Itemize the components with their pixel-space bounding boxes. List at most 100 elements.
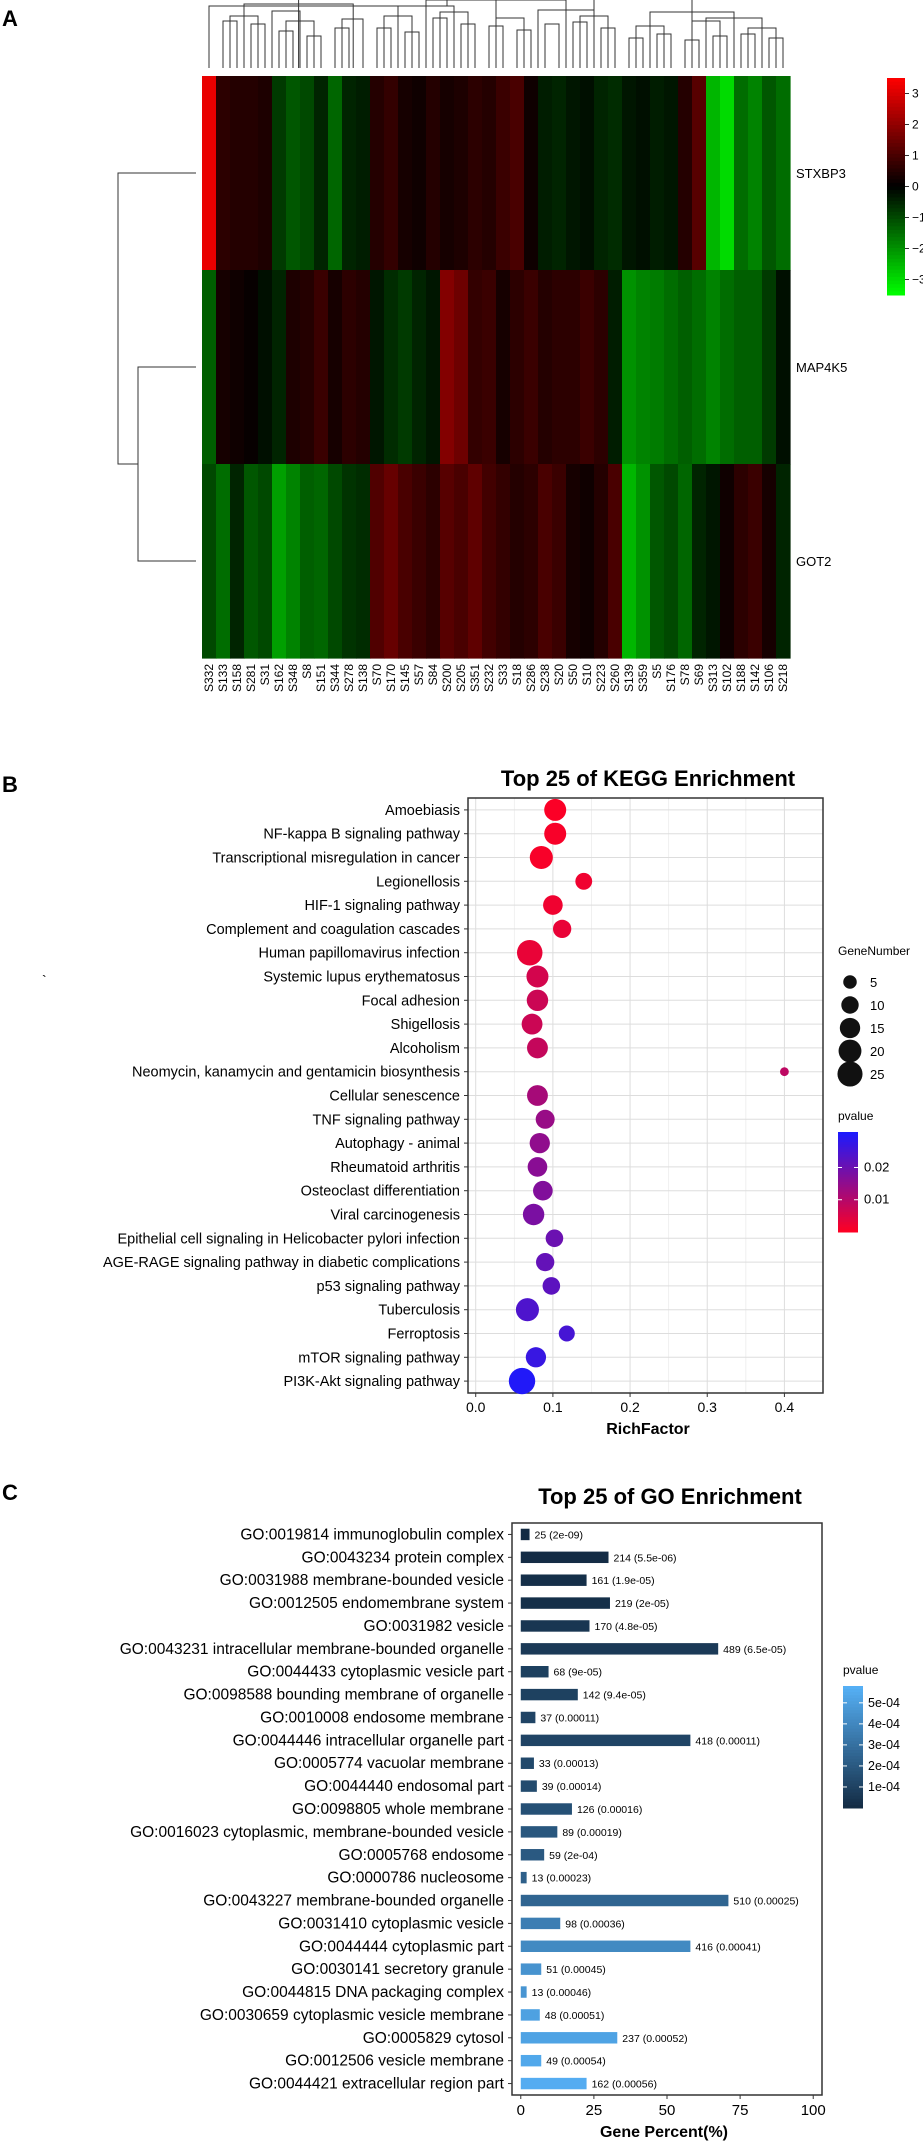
panel-letter-a: A xyxy=(2,6,18,31)
heatmap-cell xyxy=(594,270,609,465)
heatmap-cell xyxy=(720,270,735,465)
kegg-bubble xyxy=(508,1367,536,1395)
kegg-bubble xyxy=(533,1180,553,1201)
heatmap-cell xyxy=(524,76,539,271)
go-pvalue-legend-segment xyxy=(843,1771,863,1775)
heatmap-cell xyxy=(314,76,329,271)
go-bar-label: 214 (5.5e-06) xyxy=(614,1552,677,1564)
go-category-label: GO:0098588 bounding membrane of organell… xyxy=(183,1687,504,1704)
kegg-x-axis-label: RichFactor xyxy=(606,1421,690,1438)
column-label: S200 xyxy=(440,664,454,692)
go-pvalue-legend-segment xyxy=(843,1707,863,1711)
colorbar-segment xyxy=(887,135,905,140)
heatmap-cell xyxy=(370,270,385,465)
column-label: S31 xyxy=(258,664,272,686)
heatmap-cell xyxy=(608,76,623,271)
kegg-category-label: Complement and coagulation cascades xyxy=(206,922,460,938)
colorbar-segment xyxy=(887,215,905,220)
column-label: S18 xyxy=(510,664,524,686)
kegg-category-label: TNF signaling pathway xyxy=(313,1112,461,1128)
go-pvalue-legend-segment xyxy=(843,1750,863,1754)
heatmap-cell xyxy=(384,270,399,465)
colorbar-segment xyxy=(887,161,905,166)
column-label: S176 xyxy=(664,664,678,692)
go-bar xyxy=(520,1551,609,1564)
gene-number-legend-label: 15 xyxy=(870,1021,884,1036)
heatmap-cell xyxy=(230,464,245,659)
column-label: S145 xyxy=(398,664,412,692)
go-bar xyxy=(520,1826,558,1838)
go-bar xyxy=(520,2009,540,2021)
column-label: S151 xyxy=(314,664,328,692)
go-plot-area: 25 (2e-09) 214 (5.5e-06) 161 (1.9e-05) 219 … xyxy=(120,1522,826,2119)
column-label: S133 xyxy=(216,664,230,692)
go-category-label: GO:0005768 endosome xyxy=(339,1847,504,1864)
column-label: S238 xyxy=(538,664,552,692)
kegg-pvalue-legend-segment xyxy=(838,1219,858,1223)
kegg-category-label: Viral carcinogenesis xyxy=(331,1208,461,1224)
heatmap-cell xyxy=(356,464,371,659)
kegg-pvalue-legend-segment xyxy=(838,1207,858,1210)
column-label: S232 xyxy=(482,664,496,692)
heatmap-cell xyxy=(762,270,777,465)
column-label: S138 xyxy=(356,664,370,692)
go-bar-label: 51 (0.00045) xyxy=(546,1964,606,1976)
kegg-pvalue-legend-segment xyxy=(838,1167,858,1170)
go-bar xyxy=(520,1574,587,1586)
row-dendrogram-root xyxy=(117,172,196,465)
heatmap-cell xyxy=(706,76,721,271)
kegg-plot-area: Amoebiasis NF-kappa B signaling pathway Tr… xyxy=(103,797,824,1415)
colorbar-tick-label: 1 xyxy=(912,149,919,163)
heatmap-cell xyxy=(734,76,749,271)
go-bar-label: 68 (9e-05) xyxy=(554,1667,602,1679)
go-bar-label: 89 (0.00019) xyxy=(562,1827,622,1839)
heatmap-cell xyxy=(650,76,665,271)
colorbar-segment xyxy=(887,179,905,184)
column-label: S158 xyxy=(230,664,244,692)
colorbar-segment xyxy=(887,269,905,274)
gene-number-legend-label: 25 xyxy=(870,1067,884,1082)
column-label: S20 xyxy=(552,664,566,686)
heatmap-cell xyxy=(258,270,273,465)
kegg-category-label: Amoebiasis xyxy=(385,803,460,819)
heatmap-cell xyxy=(692,464,707,659)
go-category-label: GO:0005774 vacuolar membrane xyxy=(274,1755,504,1772)
go-bar-label: 170 (4.8e-05) xyxy=(595,1621,658,1633)
go-pvalue-legend-segment xyxy=(843,1728,863,1733)
heatmap-cell xyxy=(468,464,483,659)
heatmap-cell xyxy=(720,76,735,271)
colorbar-segment xyxy=(887,204,905,209)
go-pvalue-legend-segment xyxy=(843,1768,863,1772)
kegg-pvalue-legend-segment xyxy=(838,1209,858,1213)
heatmap-cell xyxy=(706,464,721,659)
go-bar-label: 13 (0.00023) xyxy=(532,1873,592,1885)
column-label: S102 xyxy=(720,664,734,692)
go-pvalue-legend-segment xyxy=(843,1686,863,1690)
colorbar-segment xyxy=(887,88,905,93)
heatmap-cell xyxy=(454,270,469,465)
heatmap-cell xyxy=(552,464,567,659)
heatmap-cell xyxy=(762,76,777,271)
kegg-bubble xyxy=(515,1298,539,1322)
gene-number-legend-dot xyxy=(841,996,859,1014)
heatmap-cell xyxy=(776,464,791,659)
go-category-label: GO:0010008 endosome membrane xyxy=(260,1709,504,1726)
colorbar-segment xyxy=(887,291,905,296)
heatmap-colorbar: 3 2 1 0 −1 −2 −3 xyxy=(887,78,923,296)
heatmap-cell xyxy=(734,464,749,659)
go-bar-label: 39 (0.00014) xyxy=(542,1781,602,1793)
colorbar-segment xyxy=(887,200,905,206)
colorbar-segment xyxy=(887,240,905,245)
colorbar-segment xyxy=(887,175,905,180)
kegg-category-label: Cellular senescence xyxy=(329,1089,460,1105)
colorbar-tick-label: −2 xyxy=(912,242,923,256)
go-pvalue-legend-segment xyxy=(843,1731,863,1736)
kegg-category-label: Osteoclast differentiation xyxy=(301,1184,460,1200)
kegg-pvalue-legend-segment xyxy=(838,1182,858,1185)
go-pvalue-legend-segment xyxy=(843,1710,863,1714)
heatmap-cells xyxy=(202,76,791,659)
kegg-pvalue-legend-segment xyxy=(838,1137,858,1140)
go-x-tick-label: 25 xyxy=(586,2102,603,2119)
column-label: S281 xyxy=(244,664,258,692)
